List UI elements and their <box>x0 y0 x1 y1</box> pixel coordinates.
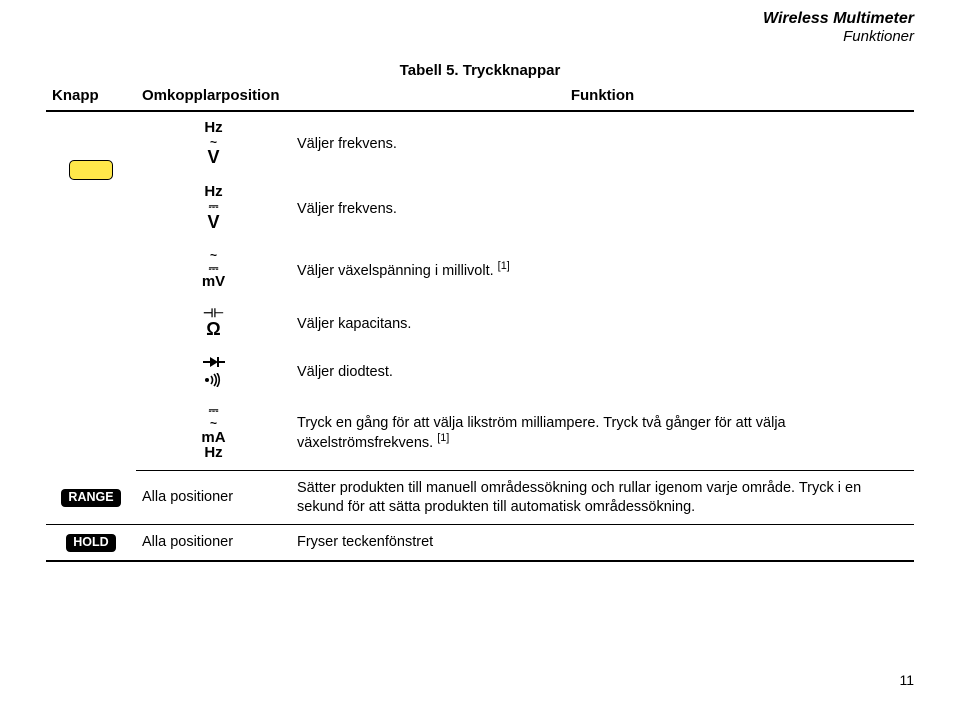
sym-v: V <box>204 213 222 232</box>
sym-hz: Hz <box>201 445 225 461</box>
diode-icon <box>203 356 225 372</box>
header-subtitle: Funktioner <box>763 28 914 45</box>
sym-v: V <box>204 148 222 167</box>
sound-icon <box>203 372 225 387</box>
table-row: Hz ⎓ V Väljer frekvens. <box>46 176 914 240</box>
yellow-button-icon <box>69 160 113 180</box>
sym-mv: mV <box>202 274 225 290</box>
position-cell: Hz ⎓ V <box>136 176 291 240</box>
position-cell: ~ ⎓ mV <box>136 241 291 299</box>
range-button-icon: RANGE <box>61 489 120 507</box>
table-row: ~ ⎓ mV Väljer växelspänning i millivolt.… <box>46 241 914 299</box>
sym-ohm: Ω <box>203 320 224 339</box>
knapp-cell <box>46 111 136 471</box>
sym-cap: ⊣⊢ <box>203 307 224 320</box>
col-funktion: Funktion <box>291 83 914 111</box>
table-row: ⊣⊢ Ω Väljer kapacitans. <box>46 299 914 348</box>
page-number: 11 <box>899 672 914 688</box>
header-block: Wireless Multimeter Funktioner <box>763 10 914 46</box>
header-title: Wireless Multimeter <box>763 10 914 28</box>
func-cell: Väljer frekvens. <box>291 111 914 176</box>
position-cell: ⎓ ~ mA Hz <box>136 396 291 471</box>
table-row: Hz ~ V Väljer frekvens. <box>46 111 914 176</box>
position-cell <box>136 348 291 396</box>
footnote-ref: [1] <box>437 432 449 444</box>
knapp-cell: RANGE <box>46 471 136 524</box>
knapp-cell: HOLD <box>46 524 136 561</box>
table-row: HOLD Alla positioner Fryser teckenfönstr… <box>46 524 914 561</box>
col-knapp: Knapp <box>46 83 136 111</box>
sym-ma: mA <box>201 430 225 446</box>
func-text: Väljer växelspänning i millivolt. <box>297 263 498 279</box>
position-cell: Hz ~ V <box>136 111 291 176</box>
col-position: Omkopplarposition <box>136 83 291 111</box>
sym-hz: Hz <box>204 120 222 136</box>
func-cell: Tryck en gång för att välja likström mil… <box>291 396 914 471</box>
sym-ac: ~ <box>201 417 225 430</box>
func-cell: Väljer diodtest. <box>291 348 914 396</box>
table-row: Väljer diodtest. <box>46 348 914 396</box>
table-caption: Tabell 5. Tryckknappar <box>46 62 914 79</box>
footnote-ref: [1] <box>498 260 510 272</box>
func-cell: Väljer kapacitans. <box>291 299 914 348</box>
sym-ac: ~ <box>202 249 225 262</box>
table-row: RANGE Alla positioner Sätter produkten t… <box>46 471 914 524</box>
sym-dc: ⎓ <box>204 200 222 213</box>
pushbutton-table: Knapp Omkopplarposition Funktion Hz ~ V <box>46 83 914 562</box>
table-row: ⎓ ~ mA Hz Tryck en gång för att välja li… <box>46 396 914 471</box>
position-cell: Alla positioner <box>136 524 291 561</box>
hold-button-icon: HOLD <box>66 534 115 552</box>
func-cell: Fryser teckenfönstret <box>291 524 914 561</box>
func-text: Tryck en gång för att välja likström mil… <box>297 415 786 451</box>
func-cell: Sätter produkten till manuell områdessök… <box>291 471 914 524</box>
sym-hz: Hz <box>204 184 222 200</box>
page: Wireless Multimeter Funktioner Tabell 5.… <box>0 0 960 704</box>
func-cell: Väljer frekvens. <box>291 176 914 240</box>
func-cell: Väljer växelspänning i millivolt. [1] <box>291 241 914 299</box>
position-cell: ⊣⊢ Ω <box>136 299 291 348</box>
position-cell: Alla positioner <box>136 471 291 524</box>
